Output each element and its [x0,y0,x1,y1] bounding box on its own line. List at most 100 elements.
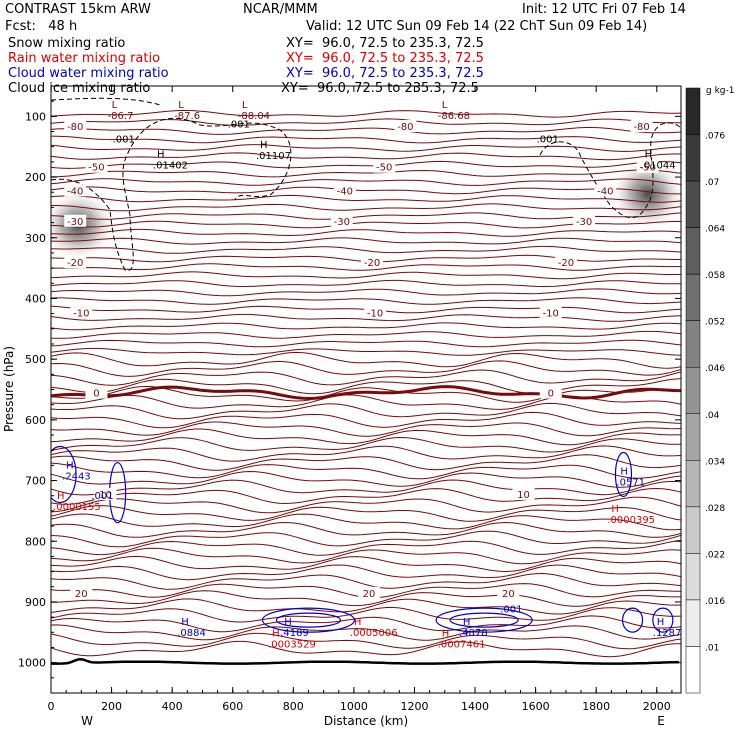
colorbar-segment [685,599,701,647]
isotherm-label: 10 [517,490,530,501]
colorbar-segment [685,134,701,182]
isotherm-label: -80 [633,122,649,133]
colorbar-tick-label: .034 [705,457,725,467]
isotherm-line [51,351,681,369]
x-tick-label: 400 [162,700,183,713]
cloud-contours [51,97,681,633]
extremum-value: .4878 [459,628,488,639]
isotherm-label-bg [539,386,562,399]
y-tick-label: 900 [25,596,46,609]
y-tick-label: 100 [25,110,46,123]
isotherm-label: -40 [597,186,613,197]
isotherm-line [51,411,681,429]
isotherm-line [51,378,681,395]
contour-label: .001 [500,604,522,615]
field-rain-xy: XY= 96.0, 72.5 to 235.3, 72.5 [286,51,484,66]
colorbar-tick-label: .01 [705,643,719,653]
isotherm-label-bg [333,184,356,197]
x-right-endpoint: E [657,714,665,728]
isotherm-line [51,347,681,356]
terrain-line [51,657,680,665]
isotherm-line [51,245,681,254]
cloud-water-contour [614,451,633,498]
field-snow-name: Snow mixing ratio [8,36,126,51]
field-cloudwater-xy: XY= 96.0, 72.5 to 235.3, 72.5 [286,66,484,81]
colorbar-tick-label: .07 [705,178,719,188]
colorbar-tick-label: .04 [705,411,720,421]
isotherm-line [51,615,681,633]
contour-label: .001 [91,491,113,502]
cloud-water-contour [621,607,644,633]
isotherm-line [51,228,681,237]
colorbar: .076 .07 .064 .058 .052 .046 .04 .034 .028 .022 .0… [685,87,725,694]
extremum-H: H [157,150,165,161]
y-tick-label: 800 [25,535,46,548]
extremum-L: L [112,100,118,111]
x-tick-label: 600 [222,700,243,713]
extremum-H: H [354,617,362,628]
x-tick-label: 200 [101,700,122,713]
extremum-value: -88.04 [238,111,270,122]
isotherm-label: -10 [73,308,89,319]
isotherm-line [51,263,681,271]
isotherm-label: -10 [543,308,559,319]
isotherm-label: -10 [367,308,383,319]
colorbar-segment [685,180,701,228]
isotherm-line [51,369,681,386]
isotherm-line [51,487,681,505]
extremum-H: H [620,466,628,477]
terrain-line [51,657,680,665]
isotherm-label-bg [94,487,117,500]
isotherm-label-bg [64,256,87,269]
x-axis-title: Distance (km) [324,714,408,728]
isotherm-label: -20 [67,258,83,269]
y-axis-title: Pressure (hPa) [2,346,16,432]
contour-label: .001 [228,119,250,130]
isotherm-label-bg [573,214,596,227]
isotherm-line [51,127,681,135]
extremum-value: .0571 [616,477,645,488]
isotherm-label: -30 [576,217,592,228]
extremum-value: .4189 [280,628,309,639]
isotherm-line [51,624,681,641]
isotherm-label-bg [364,306,387,319]
isotherm-label: -40 [337,186,353,197]
extremum-H: H [57,491,65,502]
extremum-value: .01044 [641,161,676,172]
isotherm-line [51,539,681,556]
isotherm-line [51,421,681,437]
field-rain-name: Rain water mixing ratio [8,51,161,66]
isotherm-label: -40 [67,186,83,197]
isotherm-line [51,288,681,297]
extremum-value: .0005006 [350,628,398,639]
isotherm-line [51,454,681,471]
isotherm-line [51,547,681,565]
isotherm-line [51,271,681,280]
field-ice-name: Cloud ice mixing ratio [8,81,151,96]
ice-contour [539,122,681,218]
x-tick-label: 1400 [461,700,489,713]
isotherm-label: 10 [99,490,112,501]
isotherm-line [51,428,681,446]
colorbar-segment [685,553,701,601]
isotherm-label-bg [594,184,617,197]
isotherm-label: 0 [93,389,99,400]
isotherm-label-bg [636,160,659,173]
colorbar-segment [685,87,701,135]
isotherm-label-bg [70,586,93,599]
field-snow-xy: XY= 96.0, 72.5 to 235.3, 72.5 [286,36,484,51]
isotherm-line [51,505,681,522]
isotherm-label: 20 [363,589,376,600]
extremum-value: .01402 [153,161,188,172]
y-tick-label: 400 [25,292,46,305]
isotherm-label-bg [64,184,87,197]
isotherm-line [51,590,681,607]
colorbar-segment [685,646,701,694]
isotherm-label: 20 [75,589,88,600]
isotherm-label-bg [497,586,520,599]
colorbar-segment [685,320,701,368]
isotherm-line [51,297,681,305]
isotherm-label: -20 [558,258,574,269]
extremum-H: H [645,150,653,161]
extremum-value: .01107 [256,151,291,162]
